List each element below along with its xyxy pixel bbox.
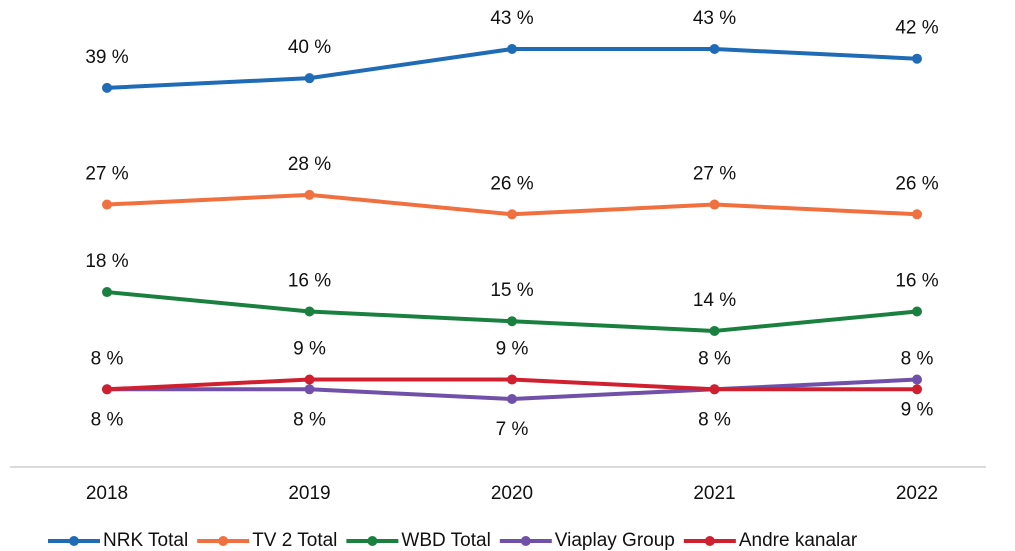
data-label: 9 % (293, 339, 326, 360)
data-label: 26 % (895, 173, 938, 194)
data-label: 8 % (91, 409, 124, 430)
legend-label: Andre kanalar (739, 530, 858, 551)
data-point (102, 82, 112, 93)
data-label: 9 % (496, 339, 529, 360)
data-label: 43 % (693, 8, 736, 29)
data-label: 27 % (85, 164, 128, 185)
data-label: 40 % (288, 37, 331, 58)
data-point (709, 44, 720, 54)
legend-marker (218, 536, 229, 546)
data-label: 8 % (91, 348, 124, 369)
data-label: 18 % (85, 251, 128, 272)
data-label: 42 % (895, 18, 938, 39)
x-tick-label: 2022 (896, 483, 938, 504)
data-point (709, 325, 720, 336)
data-label: 14 % (693, 290, 736, 311)
data-point (709, 199, 720, 210)
legend-label: NRK Total (103, 530, 188, 551)
data-label: 28 % (288, 154, 331, 175)
data-label: 8 % (698, 409, 731, 430)
data-point (507, 394, 517, 404)
data-label: 7 % (496, 419, 529, 440)
data-point (912, 384, 922, 395)
data-point (507, 44, 517, 54)
data-point (507, 316, 517, 327)
data-point (709, 384, 720, 395)
data-point (102, 287, 112, 298)
data-label: 39 % (85, 47, 128, 68)
legend-marker (704, 536, 715, 546)
data-point (304, 374, 315, 385)
legend-label: WBD Total (401, 530, 490, 551)
data-label: 8 % (293, 409, 326, 430)
data-label: 16 % (288, 271, 331, 292)
data-label: 8 % (698, 348, 731, 369)
x-tick-label: 2019 (288, 483, 330, 504)
data-point (304, 384, 315, 395)
data-label: 16 % (895, 271, 938, 292)
data-label: 26 % (490, 173, 533, 194)
series-line (106, 47, 918, 90)
x-tick-label: 2021 (693, 483, 735, 504)
legend-label: Viaplay Group (555, 530, 675, 551)
data-point (304, 189, 315, 200)
data-point (304, 306, 315, 317)
data-label: 9 % (901, 400, 934, 421)
data-point (102, 384, 112, 395)
data-label: 8 % (901, 348, 934, 369)
data-point (912, 53, 922, 64)
data-point (912, 209, 922, 220)
data-point (507, 374, 517, 385)
x-tick-label: 2018 (86, 483, 128, 504)
data-point (102, 199, 112, 210)
data-label: 27 % (693, 164, 736, 185)
data-point (912, 306, 922, 317)
legend-marker (520, 536, 531, 546)
data-label: 43 % (490, 8, 533, 29)
legend-marker (367, 536, 378, 546)
legend-marker (69, 536, 79, 546)
x-tick-label: 2020 (491, 483, 533, 504)
data-point (912, 374, 922, 385)
data-label: 15 % (490, 280, 533, 301)
data-point (507, 209, 517, 220)
data-point (304, 73, 315, 84)
legend-label: TV 2 Total (252, 530, 337, 551)
